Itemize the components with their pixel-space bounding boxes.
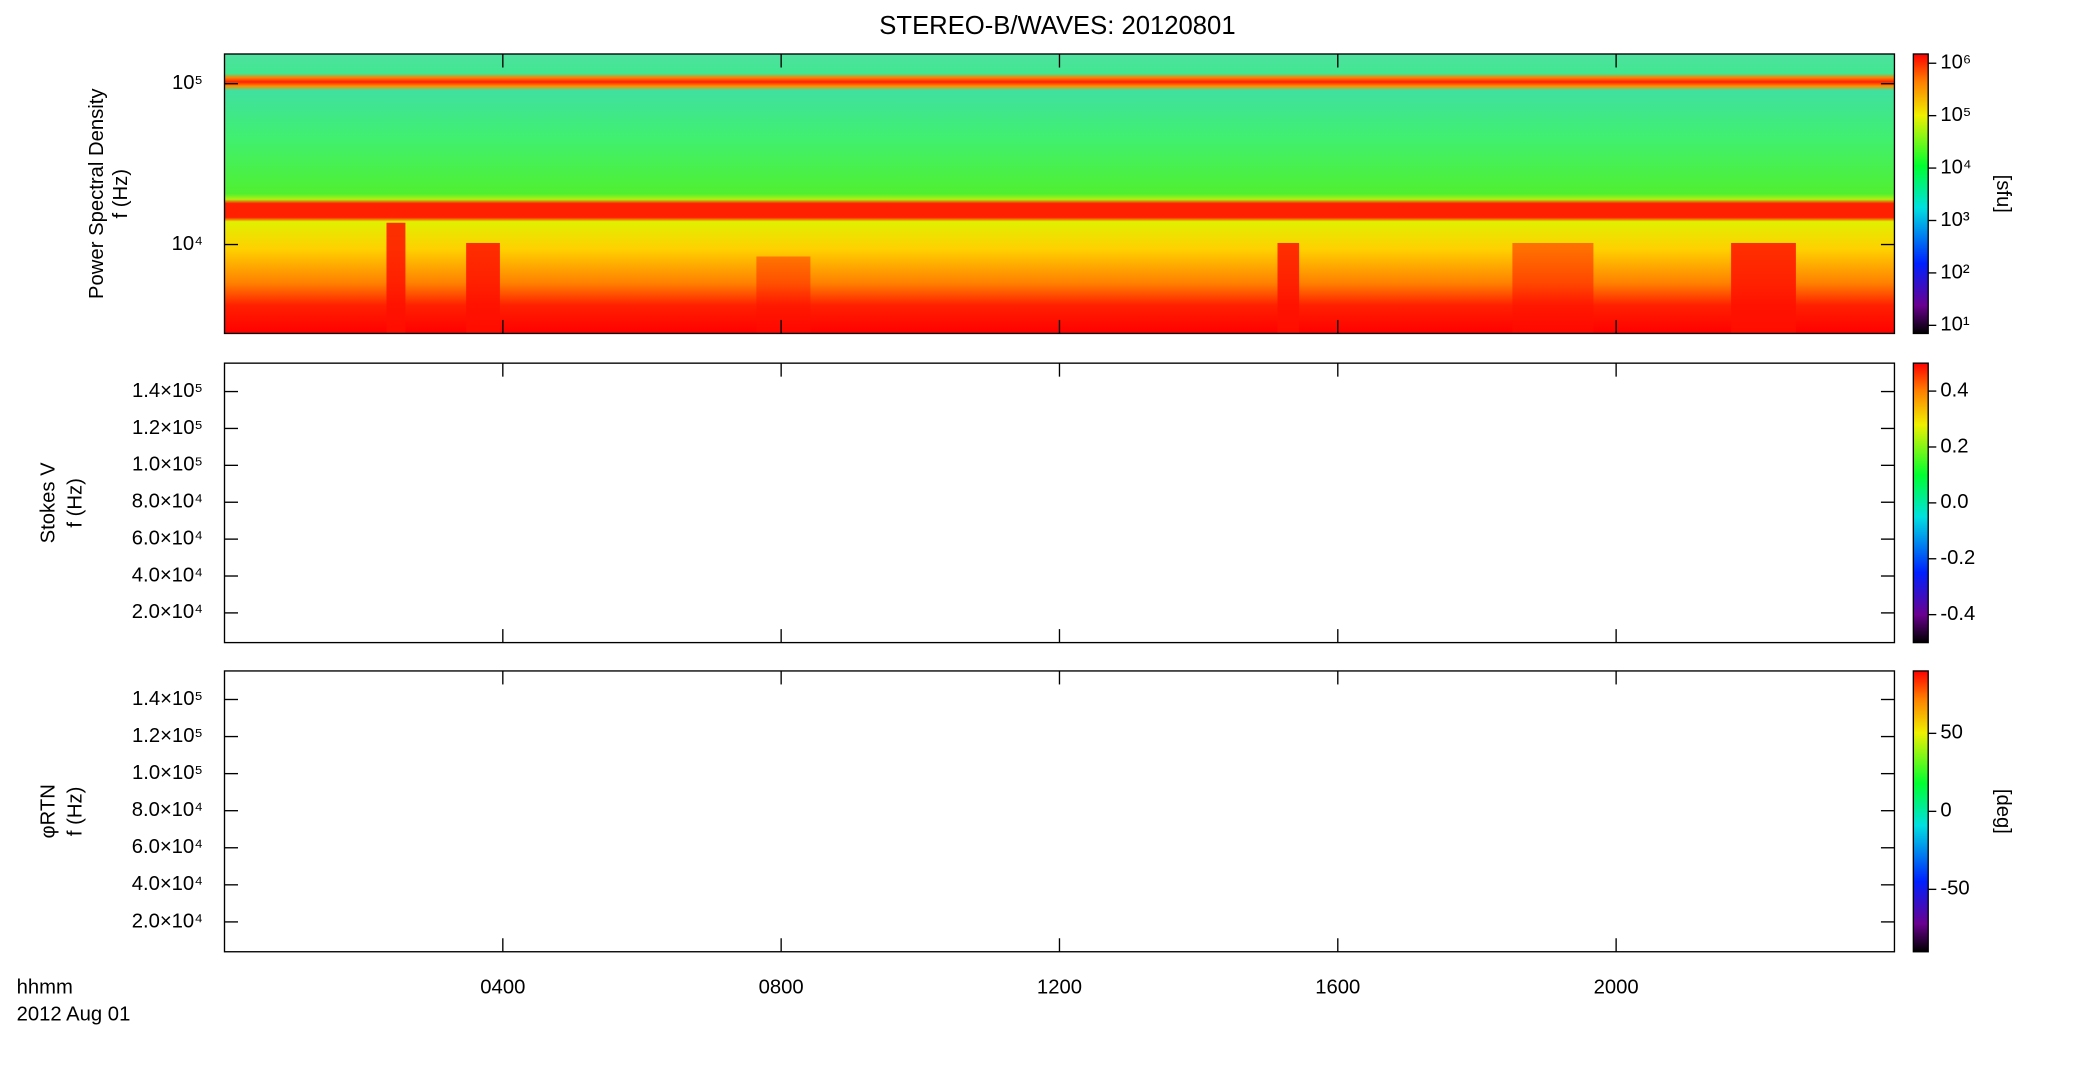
y-axis-label: Power Spectral Density: [86, 88, 108, 299]
x-tick-label: 2000: [1594, 977, 1639, 999]
y-tick-label: 4.0×10⁴: [132, 873, 203, 895]
colorbar-tick-label: 10⁵: [1940, 104, 1971, 126]
y-tick-label: 10⁴: [172, 233, 203, 255]
colorbar-frame: [1912, 53, 1929, 335]
y-tick-label: 1.2×10⁵: [132, 725, 203, 747]
colorbar-tick-label: 0.2: [1940, 435, 1968, 457]
x-tick-label: 0800: [759, 977, 804, 999]
y-tick-label: 1.2×10⁵: [132, 417, 203, 439]
spectrogram-bursts: [386, 222, 1796, 334]
colorbar-tick-label: 0.0: [1940, 491, 1968, 513]
y-tick-label: 1.0×10⁵: [132, 454, 203, 476]
y-tick-label: 1.0×10⁵: [132, 762, 203, 784]
chart-title: STEREO-B/WAVES: 20120801: [879, 12, 1235, 40]
x-axis-label: hhmm: [17, 977, 73, 999]
colorbar-tick-label: 50: [1940, 722, 1963, 744]
colorbar-tick-label: 10⁴: [1940, 156, 1971, 178]
colorbar-tick-label: 0: [1940, 800, 1951, 822]
colorbar-tick-label: 10¹: [1940, 314, 1970, 336]
y-axis-label: φRTN: [37, 784, 59, 838]
y-tick-label: 1.4×10⁵: [132, 380, 203, 402]
y-tick-label: 8.0×10⁴: [132, 491, 203, 513]
y-tick-label: 6.0×10⁴: [132, 836, 203, 858]
colorbar: [1913, 670, 1929, 952]
colorbar-label: [deg]: [1992, 789, 2014, 834]
colorbar-label: [sfu]: [1992, 175, 2014, 213]
x-tick-label: 1600: [1315, 977, 1360, 999]
colorbar-tick-label: 0.4: [1940, 379, 1968, 401]
y-axis-label: Stokes V: [37, 462, 59, 544]
y-tick-label: 10⁵: [172, 72, 203, 94]
y-tick-label: 2.0×10⁴: [132, 601, 203, 623]
y-tick-label: 8.0×10⁴: [132, 799, 203, 821]
colorbar-tick-label: 10⁶: [1940, 52, 1971, 74]
y-tick-label: 2.0×10⁴: [132, 910, 203, 932]
x-tick-label: 0400: [480, 977, 525, 999]
y-axis-label: f (Hz): [110, 169, 132, 219]
spectrogram: [224, 54, 1895, 334]
x-tick-label: 1200: [1037, 977, 1082, 999]
colorbar-tick-label: -0.4: [1940, 603, 1975, 625]
colorbar-tick-label: 10³: [1940, 209, 1970, 231]
x-axis-label: 2012 Aug 01: [17, 1004, 131, 1026]
y-tick-label: 6.0×10⁴: [132, 527, 203, 549]
colorbar-tick-label: 10²: [1940, 261, 1970, 283]
y-axis-label: f (Hz): [64, 478, 86, 527]
y-tick-label: 4.0×10⁴: [132, 564, 203, 586]
empty-plot: [224, 670, 1895, 952]
colorbar: [1913, 54, 1929, 334]
empty-plot: [224, 363, 1895, 643]
colorbar: [1913, 363, 1929, 643]
y-axis-label: f (Hz): [64, 787, 86, 836]
y-tick-label: 1.4×10⁵: [132, 688, 203, 710]
colorbar-tick-label: -50: [1940, 878, 1969, 900]
colorbar-tick-label: -0.2: [1940, 547, 1975, 569]
